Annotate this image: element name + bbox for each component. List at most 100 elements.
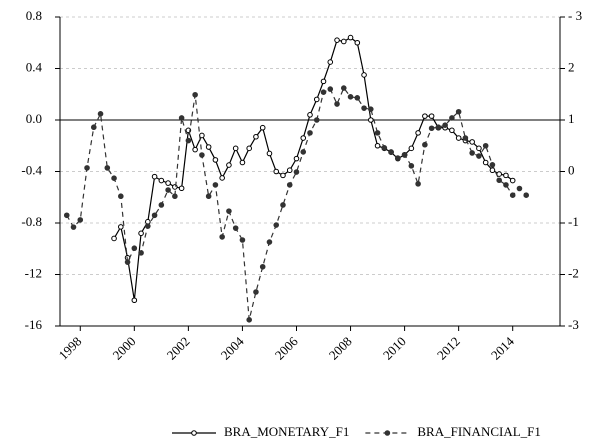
point (246, 317, 252, 323)
x-tick-label: 1998 (56, 334, 85, 363)
point (401, 152, 408, 158)
point (232, 145, 239, 152)
point (253, 289, 259, 295)
point (111, 235, 117, 242)
point (151, 212, 158, 219)
y-tick-label: -12 (25, 265, 42, 280)
point (280, 202, 286, 208)
point (408, 163, 415, 169)
x-tick-label: 2000 (110, 334, 139, 363)
x-tick-label: 2008 (326, 334, 355, 363)
point (273, 222, 280, 228)
y-tick-label: 0.0 (26, 111, 42, 126)
point (435, 124, 442, 131)
point (334, 101, 340, 107)
x-tick-label: 2014 (488, 333, 517, 362)
point (246, 145, 252, 152)
point (259, 124, 266, 131)
point (219, 234, 225, 240)
point (455, 135, 462, 141)
x-tick-label: 2006 (272, 333, 301, 362)
y2-tick-label: 1 (568, 111, 575, 126)
point (192, 91, 198, 98)
point (232, 225, 239, 231)
point (361, 105, 367, 111)
point (415, 181, 421, 187)
point (199, 132, 205, 139)
point (313, 96, 320, 103)
point (145, 223, 151, 229)
point (503, 172, 509, 179)
point (273, 168, 280, 175)
point (516, 185, 523, 192)
point (347, 34, 354, 41)
point (476, 153, 482, 159)
point (63, 212, 70, 219)
point (482, 142, 489, 149)
point (185, 137, 192, 144)
point (496, 177, 502, 184)
point (523, 192, 530, 198)
series-line (113, 36, 514, 301)
y2-tick-label: -3 (568, 317, 579, 332)
point (151, 173, 158, 180)
point (374, 142, 381, 149)
point (408, 145, 415, 152)
legend-label: BRA_FINANCIAL_F1 (417, 424, 541, 439)
point (449, 127, 455, 134)
point (226, 208, 232, 214)
point (476, 145, 482, 152)
point (368, 117, 374, 123)
point (172, 193, 178, 200)
point (388, 149, 394, 155)
y-tick-label: -0.8 (21, 214, 42, 229)
point (300, 149, 307, 155)
point (138, 230, 144, 237)
y2-tick-label: -1 (568, 214, 579, 229)
point (77, 217, 84, 223)
point (374, 130, 381, 136)
point (307, 112, 313, 118)
point (347, 94, 354, 100)
point (422, 113, 428, 119)
point (158, 177, 165, 184)
point (165, 187, 171, 193)
legend-label: BRA_MONETARY_F1 (224, 424, 349, 439)
point (320, 78, 327, 85)
x-tick-label: 2004 (218, 333, 247, 362)
point (205, 193, 212, 200)
point (266, 150, 273, 157)
point (199, 152, 205, 158)
point (354, 95, 361, 101)
point (280, 172, 286, 179)
point (415, 130, 421, 136)
point (354, 39, 361, 46)
point (138, 250, 144, 256)
point (165, 180, 171, 186)
point (286, 167, 293, 174)
point (395, 155, 401, 161)
point (212, 157, 219, 163)
point (503, 182, 509, 188)
point (509, 192, 516, 198)
point (205, 144, 212, 150)
point (334, 37, 340, 43)
y2-tick-label: - 3 (568, 8, 582, 23)
point (131, 297, 138, 304)
point (422, 141, 428, 148)
point (489, 167, 496, 174)
point (97, 111, 104, 117)
point (340, 85, 347, 91)
point (84, 165, 90, 171)
point (172, 184, 178, 190)
point (219, 175, 225, 181)
y2-tick-label: 2 (568, 59, 575, 74)
point (307, 130, 313, 136)
point (192, 146, 198, 153)
point (104, 165, 111, 171)
point (178, 185, 185, 192)
point (482, 159, 489, 166)
point (90, 124, 97, 131)
point (300, 135, 307, 141)
